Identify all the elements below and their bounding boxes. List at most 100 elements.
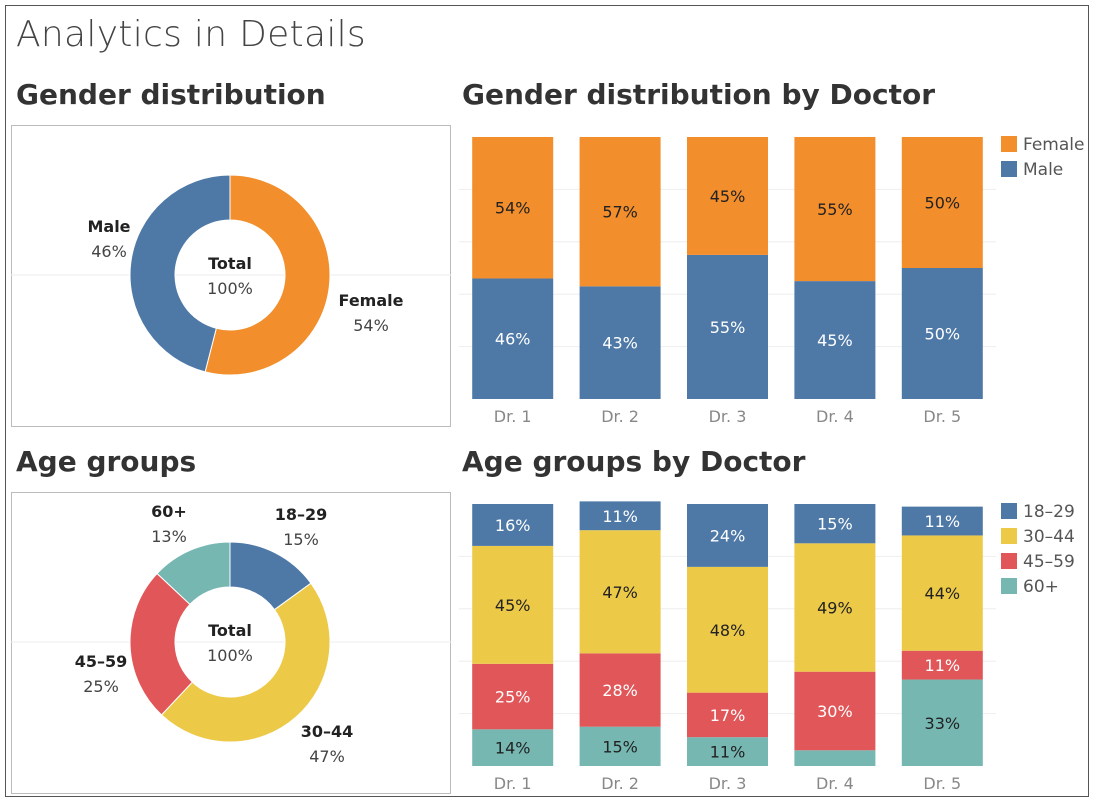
bar-male-dr-1 [472,278,554,399]
legend-swatch-female [1001,136,1017,152]
age-by-doctor-title: Age groups by Doctor [462,445,806,478]
bar-45-59-dr-2 [579,653,661,727]
donut-slice-60 [156,541,231,606]
bar-label-60-dr-5: 33% [925,714,961,733]
bar-label-male-dr-4: 45% [817,331,853,350]
bar-label-male-dr-5: 50% [925,325,961,344]
bar-label-18-29-dr-1: 16% [495,516,531,535]
donut-slice-male [129,174,231,373]
bar-30-44-dr-2 [579,530,661,654]
bar-60-dr-2 [579,726,661,766]
bar-male-dr-2 [579,286,661,399]
bar-female-dr-5 [901,137,983,268]
x-tick-label-dr-4: Dr. 4 [816,774,854,793]
bar-45-59-dr-4 [794,671,876,751]
bar-60-dr-4 [794,750,876,766]
bar-45-59-dr-3 [687,692,768,738]
x-tick-label-dr-3: Dr. 3 [709,407,747,426]
bar-label-male-dr-3: 55% [710,318,746,337]
legend-label-60: 60+ [1023,577,1059,597]
donut-slice-30-44 [160,582,331,743]
gender-distribution-title: Gender distribution [16,78,326,111]
bar-30-44-dr-4 [794,543,876,672]
bar-18-29-dr-5 [901,506,983,536]
bar-30-44-dr-3 [687,566,768,693]
bar-label-male-dr-1: 46% [495,330,531,349]
donut-slice-45-59 [129,572,194,716]
bar-label-30-44-dr-5: 44% [925,584,961,603]
donut-value-male: 46% [91,242,127,261]
bar-male-dr-4 [794,281,876,399]
bar-18-29-dr-1 [472,504,554,546]
legend-swatch-male [1001,161,1017,177]
bar-label-18-29-dr-3: 24% [710,526,746,545]
bar-30-44-dr-1 [472,545,554,664]
donut-value-female: 54% [353,316,389,335]
bar-18-29-dr-2 [579,501,661,531]
x-tick-label-dr-5: Dr. 5 [923,407,961,426]
x-tick-label-dr-2: Dr. 2 [601,774,639,793]
bar-label-30-44-dr-4: 49% [817,598,853,617]
bar-45-59-dr-5 [901,650,983,680]
bar-label-60-dr-1: 14% [495,739,531,758]
bar-female-dr-4 [794,137,876,282]
bar-label-female-dr-5: 50% [925,194,961,213]
legend-label-18-29: 18–29 [1023,502,1075,522]
bar-label-60-dr-2: 15% [602,737,638,756]
donut-label-30-44: 30–44 [301,722,354,741]
bar-45-59-dr-1 [472,663,554,730]
x-tick-label-dr-1: Dr. 1 [494,774,532,793]
bar-30-44-dr-5 [901,535,983,651]
age-donut-panel [11,492,451,794]
bar-label-30-44-dr-2: 47% [602,583,638,602]
x-tick-label-dr-5: Dr. 5 [923,774,961,793]
legend-label-45-59: 45–59 [1023,552,1075,572]
page-title: Analytics in Details [16,14,366,55]
bar-label-female-dr-1: 54% [495,199,531,218]
bar-60-dr-3 [687,737,768,766]
legend-label-female: Female [1023,135,1084,155]
bar-female-dr-1 [472,137,554,279]
bar-60-dr-5 [901,679,983,766]
bar-label-female-dr-3: 45% [710,187,746,206]
bar-label-18-29-dr-2: 11% [602,507,638,526]
bar-label-female-dr-4: 55% [817,200,853,219]
donut-center-value: 100% [207,279,253,298]
bar-label-18-29-dr-4: 15% [817,515,853,534]
bar-label-45-59-dr-1: 25% [495,688,531,707]
x-tick-label-dr-4: Dr. 4 [816,407,854,426]
age-donut-chart: 18–29 15% 30–44 47% 45–59 25% 60+ 13% Total 100% [11,502,451,766]
donut-label-45-59: 45–59 [75,652,128,671]
bar-60-dr-1 [472,729,554,766]
bar-male-dr-5 [901,268,983,399]
bar-label-18-29-dr-5: 11% [925,512,961,531]
donut-value-60: 13% [151,527,187,546]
bar-label-30-44-dr-3: 48% [710,621,746,640]
bar-label-45-59-dr-5: 11% [925,656,961,675]
donut-label-female: Female [339,291,404,310]
age-groups-title: Age groups [16,445,197,478]
gender-donut-chart: Female 54% Male 46% Total 100% [11,174,451,376]
donut-label-male: Male [87,217,130,236]
bar-18-29-dr-3 [687,504,768,567]
donut-slice-female [204,174,331,376]
bar-label-male-dr-2: 43% [602,334,638,353]
bar-18-29-dr-4 [794,504,876,544]
legend-swatch-30-44 [1001,528,1017,544]
gender-by-doctor-title: Gender distribution by Doctor [462,78,936,111]
donut-center-title: Total [208,621,252,640]
x-tick-label-dr-1: Dr. 1 [494,407,532,426]
bar-male-dr-3 [687,254,768,399]
donut-value-45-59: 25% [83,677,119,696]
donut-center-value: 100% [207,646,253,665]
bar-female-dr-3 [687,137,768,255]
bar-label-45-59-dr-2: 28% [602,681,638,700]
bar-label-30-44-dr-1: 45% [495,596,531,615]
donut-value-18-29: 15% [283,530,319,549]
donut-center-title: Total [208,254,252,273]
legend-swatch-18-29 [1001,503,1017,519]
gender-by-doctor-chart: 46% 54% Dr. 1 43% 57% Dr. 2 55% 45% Dr. 3 45% 55% D… [459,135,1084,426]
legend-label-male: Male [1023,160,1063,180]
age-by-doctor-chart: 14% 25% 45% 16% Dr. 1 15% 28% 47% 11% Dr. 2 11% 17%… [459,501,1075,793]
donut-label-60: 60+ [151,502,187,521]
